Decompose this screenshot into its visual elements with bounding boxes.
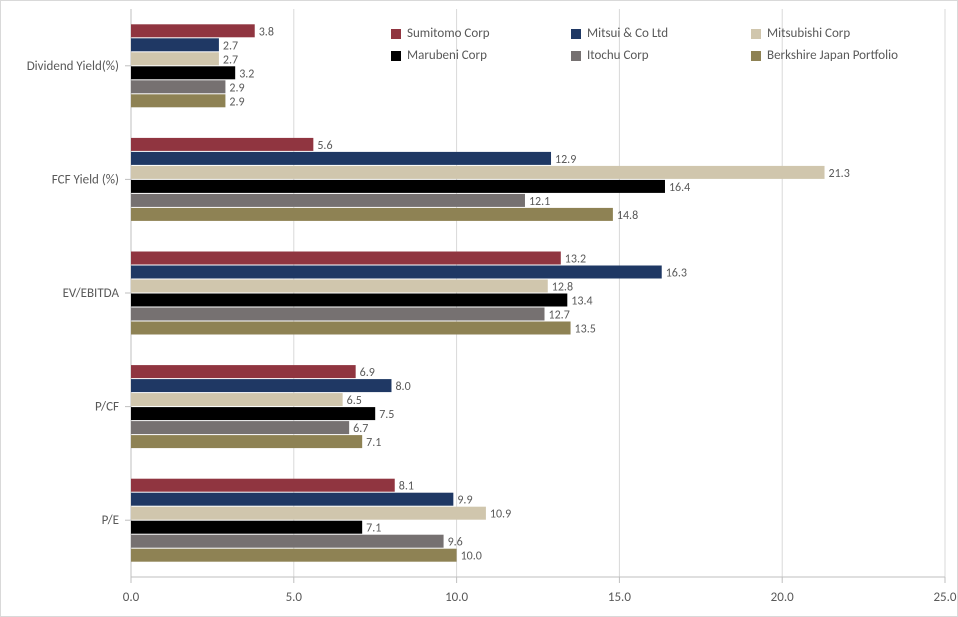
data-label: 13.4 [571,295,592,309]
bar [131,194,525,207]
legend-item: Marubeni Corp [391,45,571,67]
x-tick-label: 10.0 [445,590,468,605]
legend-label: Mitsubishi Corp [767,23,850,45]
bar [131,52,219,65]
bar [131,208,613,221]
legend-item: Mitsui & Co Ltd [571,23,751,45]
data-label: 6.7 [353,422,368,436]
bar [131,308,545,321]
legend-label: Sumitomo Corp [407,23,490,45]
legend-swatch [391,29,401,39]
legend-row: Sumitomo Corp Mitsui & Co Ltd Mitsubishi C… [391,23,951,45]
legend-item: Mitsubishi Corp [751,23,931,45]
x-tick-label: 25.0 [933,590,956,605]
data-label: 12.9 [555,153,576,167]
data-label: 10.0 [461,550,482,564]
data-label: 6.5 [347,394,362,408]
bar [131,94,225,107]
bar [131,294,567,307]
data-label: 12.8 [552,281,573,295]
legend-swatch [751,29,761,39]
legend-item: Berkshire Japan Portfolio [751,45,931,67]
legend-label: Berkshire Japan Portfolio [767,45,898,67]
legend-item: Itochu Corp [571,45,751,67]
data-label: 8.1 [399,480,414,494]
data-label: 12.1 [529,195,550,209]
data-label: 13.5 [575,323,596,337]
category-label: EV/EBITDA [63,286,120,301]
data-label: 16.3 [666,267,687,281]
data-label: 16.4 [669,181,690,195]
bar [131,322,571,335]
bar [131,421,349,434]
bar [131,379,391,392]
bar [131,280,548,293]
bar [131,479,395,492]
data-label: 5.6 [317,139,332,153]
bar [131,493,453,506]
bar [131,152,551,165]
legend-item: Sumitomo Corp [391,23,571,45]
legend-swatch [751,51,761,61]
bar [131,549,457,562]
bar [131,138,313,151]
legend-label: Mitsui & Co Ltd [587,23,668,45]
data-label: 9.6 [448,536,463,550]
chart-svg: 0.0 5.0 10.0 15.0 20.0 25.0 P/E 8.1 9.9 10.9 7.1 9.… [1,1,958,617]
chart-container: 0.0 5.0 10.0 15.0 20.0 25.0 P/E 8.1 9.9 10.9 7.1 9.… [0,0,958,617]
bar [131,507,486,520]
legend-row: Marubeni Corp Itochu Corp Berkshire Japan … [391,45,951,67]
data-label: 2.9 [229,81,244,95]
bar [131,435,362,448]
category-label: FCF Yield (%) [52,172,119,187]
bar [131,166,825,179]
data-label: 14.8 [617,209,638,223]
data-label: 2.9 [229,95,244,109]
data-label: 6.9 [360,366,375,380]
bar [131,66,235,79]
category-label: Dividend Yield(%) [27,59,119,74]
bar [131,24,255,37]
data-label: 9.9 [457,494,472,508]
data-label: 12.7 [549,309,570,323]
data-label: 8.0 [395,380,410,394]
legend-label: Marubeni Corp [407,45,487,67]
data-label: 2.7 [223,39,238,53]
x-tick-label: 20.0 [771,590,794,605]
x-tick-label: 0.0 [123,590,140,605]
bar [131,180,665,193]
data-label: 2.7 [223,53,238,67]
category-label: P/CF [95,400,119,415]
legend-swatch [571,29,581,39]
bar [131,521,362,534]
data-label: 7.1 [366,436,381,450]
bar [131,535,444,548]
legend: Sumitomo Corp Mitsui & Co Ltd Mitsubishi C… [391,23,951,67]
data-label: 10.9 [490,508,511,522]
data-label: 3.2 [239,67,254,81]
legend-swatch [571,51,581,61]
category-label: P/E [102,513,119,528]
data-label: 7.5 [379,408,394,422]
bar [131,393,343,406]
legend-swatch [391,51,401,61]
bar [131,266,662,279]
data-label: 3.8 [259,25,274,39]
x-tick-label: 15.0 [608,590,631,605]
bar [131,38,219,51]
data-label: 13.2 [565,253,586,267]
bar [131,407,375,420]
data-label: 7.1 [366,522,381,536]
bar [131,252,561,265]
x-tick-label: 5.0 [286,590,303,605]
bar [131,80,225,93]
bar [131,365,356,378]
legend-label: Itochu Corp [587,45,649,67]
data-label: 21.3 [829,167,850,181]
